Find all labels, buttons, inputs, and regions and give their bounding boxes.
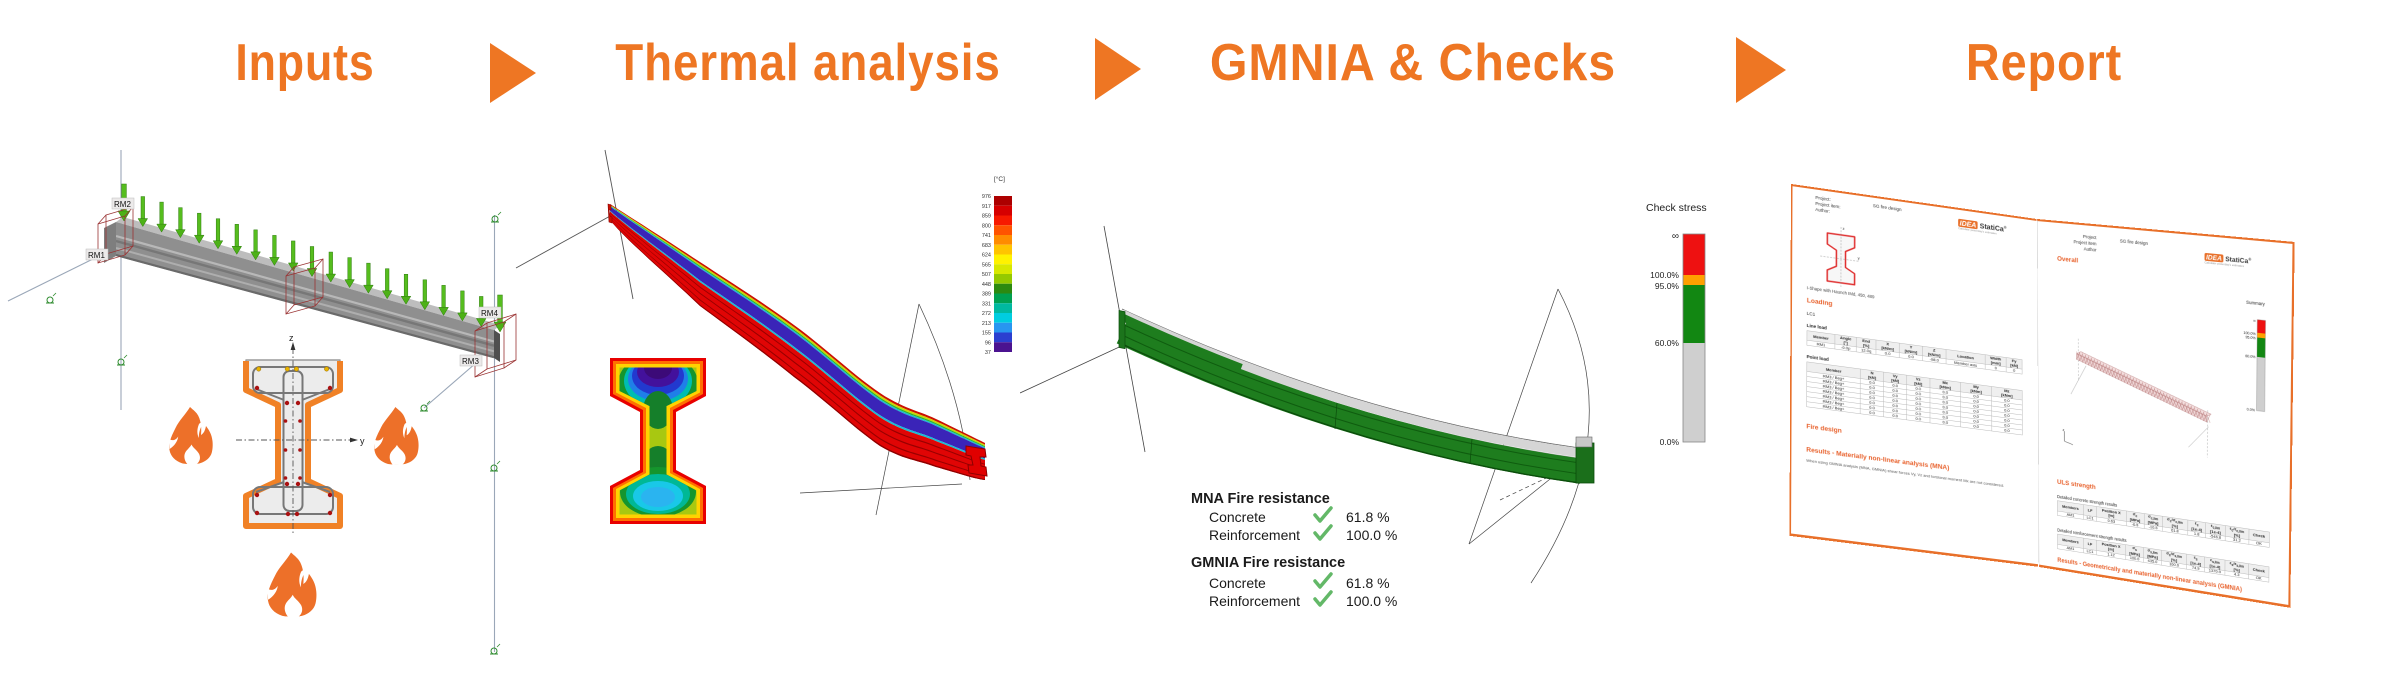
svg-text:z: z (289, 333, 294, 343)
svg-text:z: z (2062, 427, 2064, 432)
svg-text:272: 272 (982, 311, 991, 317)
svg-text:∞: ∞ (2253, 318, 2256, 323)
svg-text:Check stress: Check stress (1646, 202, 1707, 214)
svg-text:683: 683 (982, 243, 991, 249)
svg-text:Concrete: Concrete (1209, 509, 1266, 525)
svg-text:61.8 %: 61.8 % (1346, 575, 1390, 591)
svg-text:859: 859 (982, 214, 991, 220)
svg-text:GMNIA Fire resistance: GMNIA Fire resistance (1191, 555, 1345, 571)
svg-text:RM2: RM2 (114, 200, 131, 209)
svg-text:95.0%: 95.0% (1655, 281, 1680, 291)
svg-text:Reinforcement: Reinforcement (1209, 593, 1300, 609)
svg-text:RM3: RM3 (462, 357, 479, 366)
svg-text:624: 624 (982, 253, 991, 259)
svg-text:z: z (1843, 226, 1845, 231)
svg-text:96: 96 (985, 340, 991, 346)
svg-text:448: 448 (982, 282, 991, 288)
svg-text:800: 800 (982, 223, 991, 229)
svg-text:976: 976 (982, 194, 991, 200)
svg-text:60.0%: 60.0% (1655, 338, 1680, 348)
svg-text:213: 213 (982, 321, 991, 327)
svg-text:95.0%: 95.0% (2245, 335, 2256, 341)
svg-text:100.0%: 100.0% (1650, 270, 1679, 280)
svg-text:331: 331 (982, 301, 991, 307)
svg-text:RM1: RM1 (88, 251, 105, 260)
svg-text:917: 917 (982, 204, 991, 210)
svg-text:61.8 %: 61.8 % (1346, 509, 1390, 525)
svg-text:100.0%: 100.0% (2243, 330, 2256, 336)
svg-text:0.0%: 0.0% (1660, 437, 1680, 447)
svg-text:0.0%: 0.0% (2247, 407, 2256, 413)
svg-text:37: 37 (985, 350, 991, 356)
svg-text:RM4: RM4 (481, 309, 498, 318)
svg-text:Concrete: Concrete (1209, 575, 1266, 591)
svg-text:100.0 %: 100.0 % (1346, 527, 1397, 543)
svg-text:[°C]: [°C] (994, 175, 1005, 183)
svg-text:155: 155 (982, 331, 991, 337)
svg-text:100.0 %: 100.0 % (1346, 593, 1397, 609)
svg-text:60.0%: 60.0% (2245, 353, 2256, 359)
svg-text:∞: ∞ (1672, 231, 1679, 242)
svg-text:741: 741 (982, 233, 991, 239)
svg-text:507: 507 (982, 272, 991, 278)
svg-text:y: y (1858, 255, 1861, 260)
svg-text:MNA Fire resistance: MNA Fire resistance (1191, 491, 1330, 507)
svg-text:389: 389 (982, 292, 991, 298)
svg-text:y: y (360, 436, 365, 446)
svg-text:565: 565 (982, 262, 991, 268)
svg-text:Reinforcement: Reinforcement (1209, 527, 1300, 543)
